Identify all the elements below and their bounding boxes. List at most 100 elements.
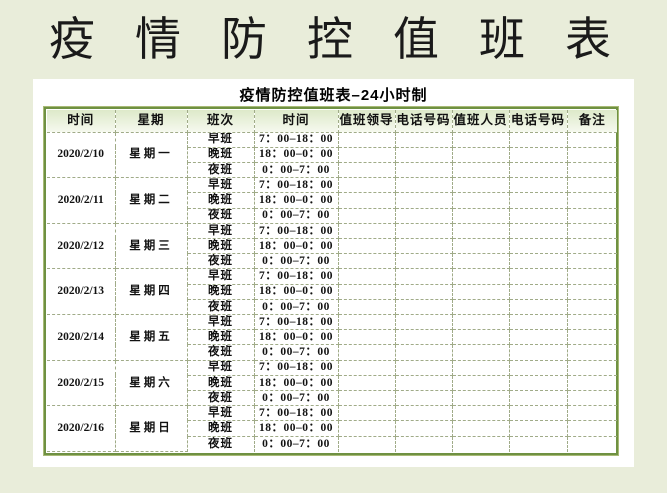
shift-time-cell: 0：00–7：00 xyxy=(253,344,339,361)
remark-cell xyxy=(566,253,617,270)
shift-name-cell: 早班 xyxy=(186,222,255,239)
shift-time-cell: 7：00–18：00 xyxy=(253,177,339,194)
shift-name-cell: 夜班 xyxy=(186,207,255,224)
shift-name-cell: 夜班 xyxy=(186,344,255,361)
remark-cell xyxy=(566,329,617,346)
remark-cell xyxy=(566,177,617,194)
weekday-cell: 星期五 xyxy=(114,313,188,361)
duty-leader-cell xyxy=(337,177,396,194)
leader-phone-cell xyxy=(394,298,453,315)
duty-leader-cell xyxy=(337,268,396,285)
leader-phone-cell xyxy=(394,146,453,163)
leader-phone-cell xyxy=(394,313,453,331)
shift-name-cell: 晚班 xyxy=(186,146,255,163)
leader-phone-cell xyxy=(394,237,453,255)
shift-time-cell: 0：00–7：00 xyxy=(253,161,339,179)
roster-table-frame: 时间 星期 班次 时间 值班领导 电话号码 值班人员 电话号码 备注 2020/2/10 星期一早… xyxy=(43,106,619,456)
duty-staff-cell xyxy=(451,177,510,194)
shift-row: 夜班 0：00–7：00 xyxy=(47,253,617,270)
leader-phone-cell xyxy=(394,253,453,270)
shift-time-cell: 18：00–0：00 xyxy=(253,237,339,255)
remark-cell xyxy=(566,207,617,224)
duty-leader-cell xyxy=(337,420,396,437)
shift-name-cell: 晚班 xyxy=(186,283,255,300)
duty-staff-cell xyxy=(451,405,510,422)
shift-time-cell: 7：00–18：00 xyxy=(253,359,339,376)
shift-name-cell: 早班 xyxy=(186,313,255,331)
shift-time-cell: 18：00–0：00 xyxy=(253,329,339,346)
column-header-6: 值班人员 xyxy=(451,110,510,133)
remark-cell xyxy=(566,146,617,163)
leader-phone-cell xyxy=(394,207,453,224)
duty-leader-cell xyxy=(337,374,396,391)
remark-cell xyxy=(566,237,617,255)
duty-leader-cell xyxy=(337,435,396,452)
shift-time-cell: 0：00–7：00 xyxy=(253,298,339,315)
roster-subtitle: 疫情防控值班表–24小时制 xyxy=(239,87,428,104)
column-header-7: 电话号码 xyxy=(508,110,568,133)
shift-name-cell: 夜班 xyxy=(186,253,255,270)
remark-cell xyxy=(566,161,617,179)
leader-phone-cell xyxy=(394,283,453,300)
shift-time-cell: 0：00–7：00 xyxy=(253,389,339,407)
staff-phone-cell xyxy=(508,161,568,179)
duty-leader-cell xyxy=(337,405,396,422)
date-cell: 2020/2/16 xyxy=(47,405,116,452)
shift-row: 2020/2/12 星期三 早班 7：00–18：00 xyxy=(47,222,617,270)
staff-phone-cell xyxy=(508,146,568,163)
weekday-cell: 星期六 xyxy=(114,359,188,407)
column-header-0: 时间 xyxy=(47,110,116,133)
duty-leader-cell xyxy=(337,329,396,346)
leader-phone-cell xyxy=(394,405,453,422)
shift-time-cell: 7：00–18：00 xyxy=(253,131,339,148)
shift-name-cell: 夜班 xyxy=(186,298,255,315)
leader-phone-cell xyxy=(394,374,453,391)
duty-staff-cell xyxy=(451,207,510,224)
shift-row: 晚班 18：00–0：00 xyxy=(47,146,617,163)
duty-staff-cell xyxy=(451,268,510,285)
shift-row: 夜班 0：00–7：00 xyxy=(47,389,617,407)
remark-cell xyxy=(566,222,617,239)
shift-row: 夜班 0：00–7：00 xyxy=(47,435,617,452)
shift-time-cell: 18：00–0：00 xyxy=(253,283,339,300)
duty-leader-cell xyxy=(337,192,396,209)
duty-staff-cell xyxy=(451,435,510,452)
staff-phone-cell xyxy=(508,313,568,331)
remark-cell xyxy=(566,313,617,331)
staff-phone-cell xyxy=(508,389,568,407)
staff-phone-cell xyxy=(508,329,568,346)
date-cell: 2020/2/15 xyxy=(47,359,116,407)
staff-phone-cell xyxy=(508,222,568,239)
remark-cell xyxy=(566,420,617,437)
staff-phone-cell xyxy=(508,207,568,224)
duty-staff-cell xyxy=(451,420,510,437)
page-title: 疫情防控值班表 xyxy=(49,13,651,65)
shift-row: 2020/2/10 星期一 早班 7：00–18：00 xyxy=(47,131,617,179)
remark-cell xyxy=(566,389,617,407)
duty-staff-cell xyxy=(451,237,510,255)
shift-row: 夜班 0：00–7：00 xyxy=(47,161,617,179)
staff-phone-cell xyxy=(508,420,568,437)
shift-name-cell: 早班 xyxy=(186,405,255,422)
column-header-8: 备注 xyxy=(566,110,617,133)
remark-cell xyxy=(566,405,617,422)
duty-staff-cell xyxy=(451,253,510,270)
shift-time-cell: 7：00–18：00 xyxy=(253,222,339,239)
column-header-1: 星期 xyxy=(114,110,188,133)
staff-phone-cell xyxy=(508,435,568,452)
shift-row: 2020/2/16 星期日 早班 7：00–18：00 xyxy=(47,405,617,452)
duty-leader-cell xyxy=(337,389,396,407)
shift-name-cell: 早班 xyxy=(186,177,255,194)
remark-cell xyxy=(566,374,617,391)
duty-staff-cell xyxy=(451,146,510,163)
leader-phone-cell xyxy=(394,389,453,407)
date-cell: 2020/2/14 xyxy=(47,313,116,361)
duty-staff-cell xyxy=(451,192,510,209)
leader-phone-cell xyxy=(394,192,453,209)
duty-staff-cell xyxy=(451,283,510,300)
shift-row: 夜班 0：00–7：00 xyxy=(47,207,617,224)
column-header-3: 时间 xyxy=(253,110,339,133)
duty-staff-cell xyxy=(451,329,510,346)
shift-row: 2020/2/11 星期二 早班 7：00–18：00 xyxy=(47,177,617,224)
